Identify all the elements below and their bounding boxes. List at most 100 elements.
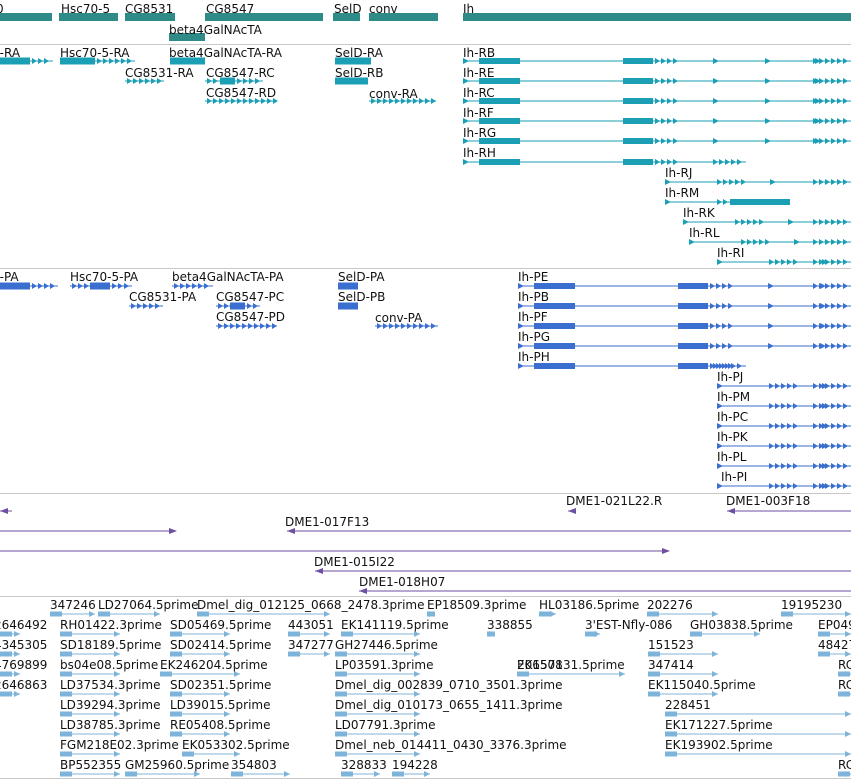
ih-protein-4-strand-arrow[interactable]: [728, 343, 733, 349]
est-arrow[interactable]: [845, 611, 851, 617]
est-line[interactable]: [60, 713, 120, 715]
ih-transcript-9-strand-arrow[interactable]: [819, 219, 824, 225]
mrna-strand-arrow[interactable]: [395, 98, 400, 104]
est-block[interactable]: [648, 651, 660, 657]
ih-protein-9-strand-arrow[interactable]: [769, 443, 774, 449]
mrna-strand-line[interactable]: [205, 80, 220, 82]
mrna-feature-label[interactable]: Ih-RF: [463, 106, 494, 120]
ih-protein-1-exon[interactable]: [534, 283, 575, 289]
mrna-strand-arrow[interactable]: [213, 78, 218, 84]
ih-protein-5-strand-arrow[interactable]: [731, 363, 736, 369]
est-line[interactable]: [335, 753, 420, 755]
est-arrow[interactable]: [429, 611, 435, 617]
protein-strand-arrow[interactable]: [124, 283, 129, 289]
ih-protein-11-strand-arrow[interactable]: [831, 483, 836, 489]
ih-protein-7-strand-arrow[interactable]: [831, 403, 836, 409]
ih-transcript-1-strand-arrow[interactable]: [661, 58, 666, 64]
gene-feature-5[interactable]: [333, 13, 360, 21]
mrna-strand-arrow[interactable]: [425, 98, 430, 104]
est-feature-label[interactable]: LD07791.3prime: [335, 718, 436, 732]
ih-protein-6-start[interactable]: [717, 383, 723, 389]
protein-strand-arrow[interactable]: [253, 303, 258, 309]
ih-protein-7-strand-arrow[interactable]: [775, 403, 780, 409]
est-line[interactable]: [170, 653, 230, 655]
ih-protein-3-strand-arrow[interactable]: [837, 323, 842, 329]
protein-strand-arrow[interactable]: [230, 323, 235, 329]
est-arrow[interactable]: [594, 631, 600, 637]
est-arrow[interactable]: [224, 631, 230, 637]
est-block[interactable]: [98, 611, 110, 617]
ih-protein-4-strand-arrow[interactable]: [825, 343, 830, 349]
mrna-strand-arrow[interactable]: [207, 78, 212, 84]
gene-feature-6[interactable]: [369, 13, 438, 21]
ih-protein-3-exon[interactable]: [534, 323, 575, 329]
est-arrow[interactable]: [374, 771, 380, 777]
ih-protein-4-exon[interactable]: [534, 343, 575, 349]
protein-strand-arrow[interactable]: [186, 283, 191, 289]
ih-protein-5-strand-arrow[interactable]: [725, 363, 730, 369]
est-block[interactable]: [539, 611, 551, 617]
protein-strand-arrow[interactable]: [425, 323, 430, 329]
ih-protein-7-strand-arrow[interactable]: [781, 403, 786, 409]
ih-protein-9-strand-arrow[interactable]: [831, 443, 836, 449]
mrna-feature-label[interactable]: CG8547-RC: [206, 66, 275, 80]
est-block[interactable]: [60, 631, 72, 637]
protein-feature-label[interactable]: Ih-PF: [518, 310, 548, 324]
ih-protein-6-strand-arrow[interactable]: [769, 383, 774, 389]
ih-transcript-4-exon[interactable]: [479, 118, 520, 124]
est-line[interactable]: [392, 773, 430, 775]
ih-transcript-8-start[interactable]: [665, 199, 671, 205]
ih-protein-8-start[interactable]: [717, 423, 723, 429]
est-arrow[interactable]: [114, 631, 120, 637]
mrna-strand-arrow[interactable]: [38, 58, 43, 64]
protein-strand-arrow[interactable]: [192, 283, 197, 289]
ih-protein-9-strand-arrow[interactable]: [775, 443, 780, 449]
ih-transcript-4-exon[interactable]: [623, 118, 653, 124]
protein-feature-label[interactable]: Ih-PE: [518, 270, 549, 284]
ih-transcript-6-strand-arrow[interactable]: [655, 159, 660, 165]
mrna-feature-label[interactable]: 0-RA: [0, 46, 21, 60]
mrna-strand-arrow[interactable]: [157, 78, 162, 84]
ih-transcript-1-strand-arrow[interactable]: [655, 58, 660, 64]
ih-transcript-9-strand-arrow[interactable]: [747, 219, 752, 225]
ih-protein-8-strand-arrow[interactable]: [781, 423, 786, 429]
ih-protein-8-strand-arrow[interactable]: [793, 423, 798, 429]
protein-strand-arrow[interactable]: [137, 303, 142, 309]
ih-transcript-5-exon[interactable]: [623, 138, 653, 144]
est-arrow[interactable]: [414, 751, 420, 757]
est-line[interactable]: [197, 613, 330, 615]
ih-protein-2-strand-arrow[interactable]: [843, 303, 848, 309]
protein-feature-label[interactable]: CG8531-PA: [129, 290, 197, 304]
ih-protein-10-strand-arrow[interactable]: [813, 463, 818, 469]
est-block[interactable]: [125, 771, 137, 777]
est-arrow[interactable]: [845, 731, 851, 737]
gene-feature-label[interactable]: Ih: [463, 2, 475, 16]
ih-protein-11-strand-arrow[interactable]: [843, 483, 848, 489]
ih-transcript-8-strand-arrow[interactable]: [717, 199, 722, 205]
mrna-feature-label[interactable]: Hsc70-5-RA: [60, 46, 130, 60]
ih-transcript-1-mark[interactable]: [713, 58, 719, 64]
protein-feature-label[interactable]: Ih-PJ: [717, 370, 744, 384]
est-arrow[interactable]: [89, 611, 95, 617]
mrna-strand-arrow[interactable]: [127, 78, 132, 84]
ih-transcript-10-mark[interactable]: [794, 239, 800, 245]
ih-protein-9-strand-arrow[interactable]: [825, 443, 830, 449]
ih-protein-3-start[interactable]: [518, 323, 524, 329]
est-block[interactable]: [170, 711, 182, 717]
est-feature-label[interactable]: RH01422.3prime: [60, 618, 162, 632]
est-block[interactable]: [335, 691, 347, 697]
ih-transcript-2-strand-arrow[interactable]: [837, 78, 842, 84]
protein-strand-line[interactable]: [245, 305, 260, 307]
ih-transcript-7-strand-arrow[interactable]: [717, 179, 722, 185]
ih-transcript-9-strand-arrow[interactable]: [759, 219, 764, 225]
ih-transcript-10-strand-arrow[interactable]: [825, 239, 830, 245]
est-line[interactable]: [517, 673, 625, 675]
est-block[interactable]: [170, 691, 182, 697]
protein-strand-arrow[interactable]: [180, 283, 185, 289]
ih-transcript-9-strand-arrow[interactable]: [813, 219, 818, 225]
ih-protein-7-strand-arrow[interactable]: [769, 403, 774, 409]
bac-clone-end[interactable]: [662, 548, 670, 554]
mrna-strand-arrow[interactable]: [103, 58, 108, 64]
ih-protein-1-strand-arrow[interactable]: [819, 283, 824, 289]
ih-protein-6-strand-arrow[interactable]: [793, 383, 798, 389]
